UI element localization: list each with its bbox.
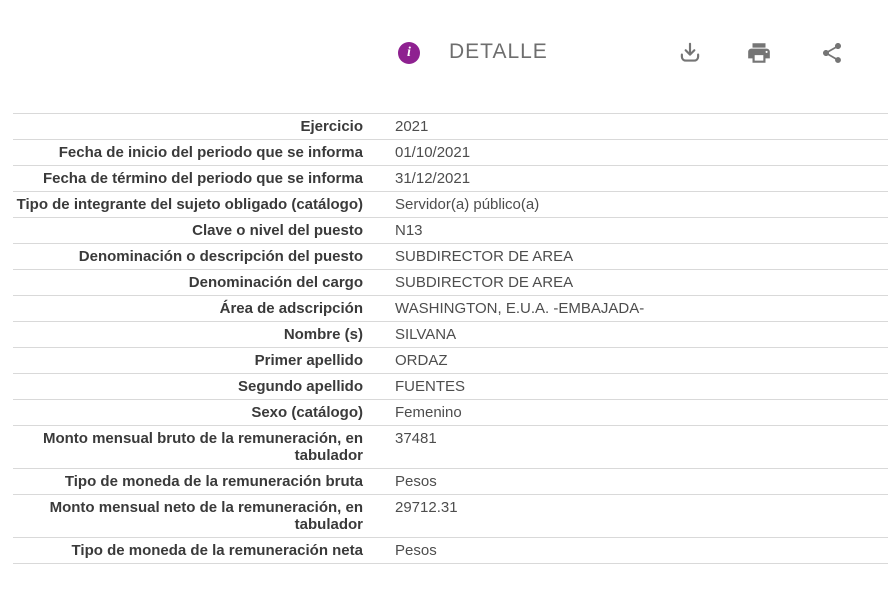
row-value: SUBDIRECTOR DE AREA (395, 248, 574, 265)
row-label: Sexo (catálogo) (251, 404, 363, 421)
table-row: Segundo apellido FUENTES (13, 373, 888, 399)
table-row: Monto mensual bruto de la remuneración, … (13, 425, 888, 468)
table-row: Clave o nivel del puesto N13 (13, 217, 888, 243)
row-label: Área de adscripción (219, 300, 363, 317)
print-button[interactable] (746, 40, 772, 66)
table-row: Denominación o descripción del puesto SUB… (13, 243, 888, 269)
share-button[interactable] (820, 41, 844, 65)
row-label: Denominación o descripción del puesto (78, 248, 363, 265)
row-value: SILVANA (395, 326, 457, 343)
row-label: Segundo apellido (237, 378, 363, 395)
table-row: Fecha de término del periodo que se info… (13, 165, 888, 191)
row-label: Primer apellido (254, 352, 363, 369)
row-value: Pesos (395, 542, 437, 559)
row-label: Monto mensual neto de la remuneración, e… (49, 499, 363, 533)
row-value: N13 (395, 222, 423, 239)
row-value: Pesos (395, 473, 437, 490)
download-icon (677, 40, 703, 66)
row-value: 37481 (395, 430, 437, 447)
row-value: 01/10/2021 (395, 144, 471, 161)
row-label: Ejercicio (300, 118, 363, 135)
download-button[interactable] (677, 40, 703, 66)
table-row: Tipo de moneda de la remuneración bruta P… (13, 468, 888, 494)
table-row: Primer apellido ORDAZ (13, 347, 888, 373)
share-icon (820, 41, 844, 65)
detail-table: Ejercicio 2021 Fecha de inicio del periodo… (13, 113, 888, 564)
row-value: 29712.31 (395, 499, 458, 516)
print-icon (746, 40, 772, 66)
table-row: Fecha de inicio del periodo que se infor… (13, 139, 888, 165)
row-value: 2021 (395, 118, 429, 135)
row-value: ORDAZ (395, 352, 448, 369)
info-icon[interactable]: i (398, 42, 420, 64)
row-label: Tipo de moneda de la remuneración bruta (64, 473, 363, 490)
row-value: FUENTES (395, 378, 466, 395)
row-value: WASHINGTON, E.U.A. -EMBAJADA- (395, 300, 645, 317)
table-row: Tipo de integrante del sujeto obligado (… (13, 191, 888, 217)
table-row: Denominación del cargo SUBDIRECTOR DE ARE… (13, 269, 888, 295)
row-label: Monto mensual bruto de la remuneración, … (42, 430, 363, 464)
row-value: SUBDIRECTOR DE AREA (395, 274, 574, 291)
row-label: Fecha de término del periodo que se info… (42, 170, 363, 187)
table-row: Ejercicio 2021 (13, 113, 888, 139)
row-value: 31/12/2021 (395, 170, 471, 187)
row-label: Clave o nivel del puesto (192, 222, 363, 239)
row-label: Fecha de inicio del periodo que se infor… (58, 144, 363, 161)
page-title: DETALLE (449, 40, 548, 63)
table-row: Nombre (s) SILVANA (13, 321, 888, 347)
table-row: Sexo (catálogo) Femenino (13, 399, 888, 425)
row-label: Nombre (s) (283, 326, 363, 343)
table-row: Monto mensual neto de la remuneración, e… (13, 494, 888, 537)
row-label: Denominación del cargo (188, 274, 363, 291)
table-row: Tipo de moneda de la remuneración neta Pe… (13, 537, 888, 564)
row-value: Servidor(a) público(a) (395, 196, 540, 213)
table-row: Área de adscripción WASHINGTON, E.U.A. -E… (13, 295, 888, 321)
row-label: Tipo de integrante del sujeto obligado (… (16, 196, 363, 213)
row-label: Tipo de moneda de la remuneración neta (71, 542, 363, 559)
row-value: Femenino (395, 404, 462, 421)
